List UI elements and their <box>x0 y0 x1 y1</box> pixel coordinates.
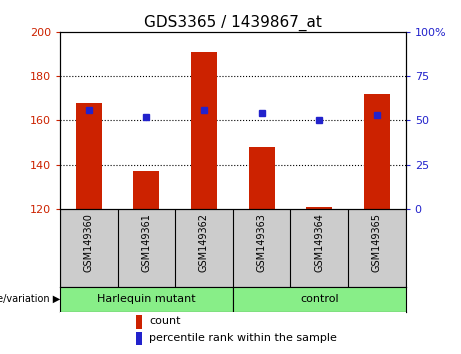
Text: control: control <box>300 294 338 304</box>
Bar <box>136 315 142 329</box>
Bar <box>233 287 406 312</box>
Text: GSM149365: GSM149365 <box>372 213 382 272</box>
Bar <box>136 332 142 345</box>
Bar <box>306 207 332 209</box>
Title: GDS3365 / 1439867_at: GDS3365 / 1439867_at <box>144 14 322 30</box>
Bar <box>76 103 102 209</box>
Text: GSM149364: GSM149364 <box>314 213 324 272</box>
Text: GSM149360: GSM149360 <box>84 213 94 272</box>
Text: GSM149362: GSM149362 <box>199 213 209 272</box>
Text: count: count <box>149 316 181 326</box>
Bar <box>133 171 160 209</box>
Text: Harlequin mutant: Harlequin mutant <box>97 294 195 304</box>
Text: GSM149363: GSM149363 <box>257 213 266 272</box>
Text: genotype/variation ▶: genotype/variation ▶ <box>0 294 60 304</box>
Bar <box>191 52 217 209</box>
Text: percentile rank within the sample: percentile rank within the sample <box>149 333 337 343</box>
Bar <box>248 147 275 209</box>
Bar <box>364 94 390 209</box>
Text: GSM149361: GSM149361 <box>142 213 151 272</box>
Bar <box>60 287 233 312</box>
